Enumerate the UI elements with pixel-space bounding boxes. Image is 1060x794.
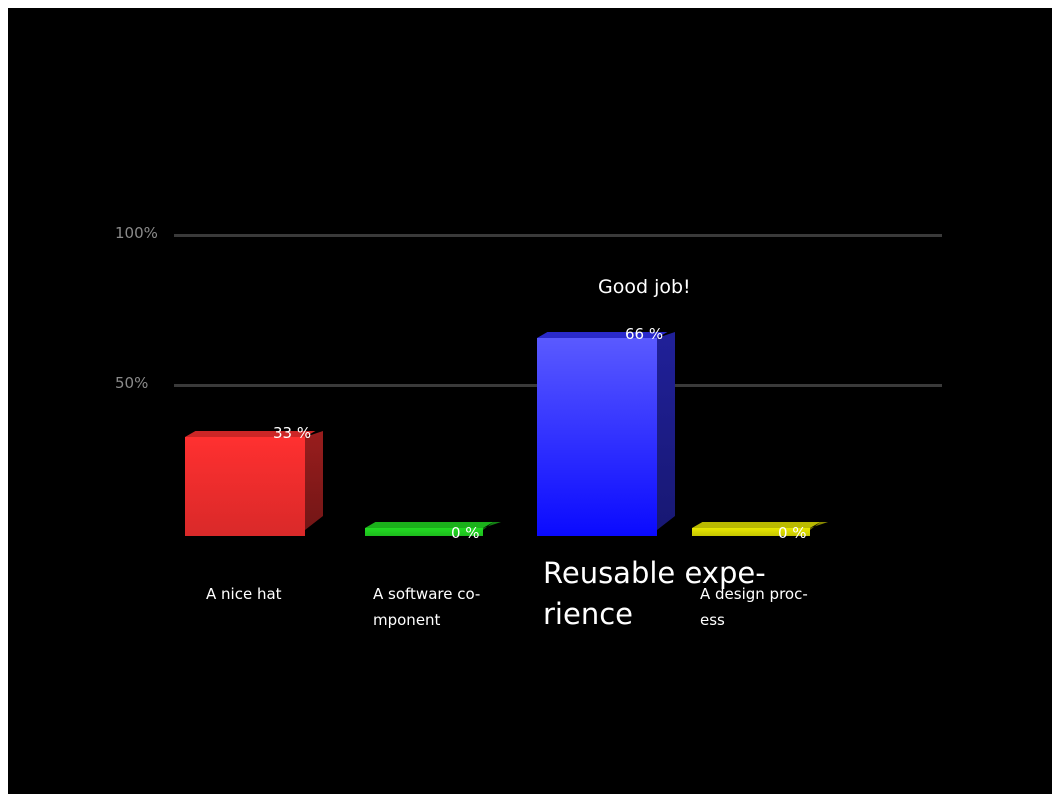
chart-stage: 100% 50% 33 % 0 % 66 % 0 % A nice hat A softw… (8, 8, 1052, 794)
bar-2 (365, 522, 501, 536)
y-tick-label: 100% (115, 224, 158, 242)
bar-1 (185, 431, 323, 536)
category-label-2: A software co- mponent (373, 585, 481, 629)
bar-front (692, 528, 810, 536)
gridline-100 (174, 234, 942, 237)
annotation-good-job: Good job! (598, 276, 691, 298)
bar-side-face (657, 332, 675, 530)
category-label-1: A nice hat (206, 585, 282, 603)
category-label-3: Reusable expe- rience (543, 556, 766, 631)
bar-3 (537, 332, 675, 536)
category-label-4: A design proc- ess (700, 585, 808, 629)
bar-4 (692, 522, 828, 536)
value-label-4: 0 % (778, 524, 807, 542)
bar-front (185, 437, 305, 536)
value-label-3: 66 % (625, 325, 664, 343)
bar-front (365, 528, 483, 536)
y-tick-label: 50% (115, 374, 149, 392)
bar-front (537, 338, 657, 536)
value-label-2: 0 % (451, 524, 480, 542)
bar-side-face (305, 431, 323, 530)
value-label-1: 33 % (273, 424, 312, 442)
